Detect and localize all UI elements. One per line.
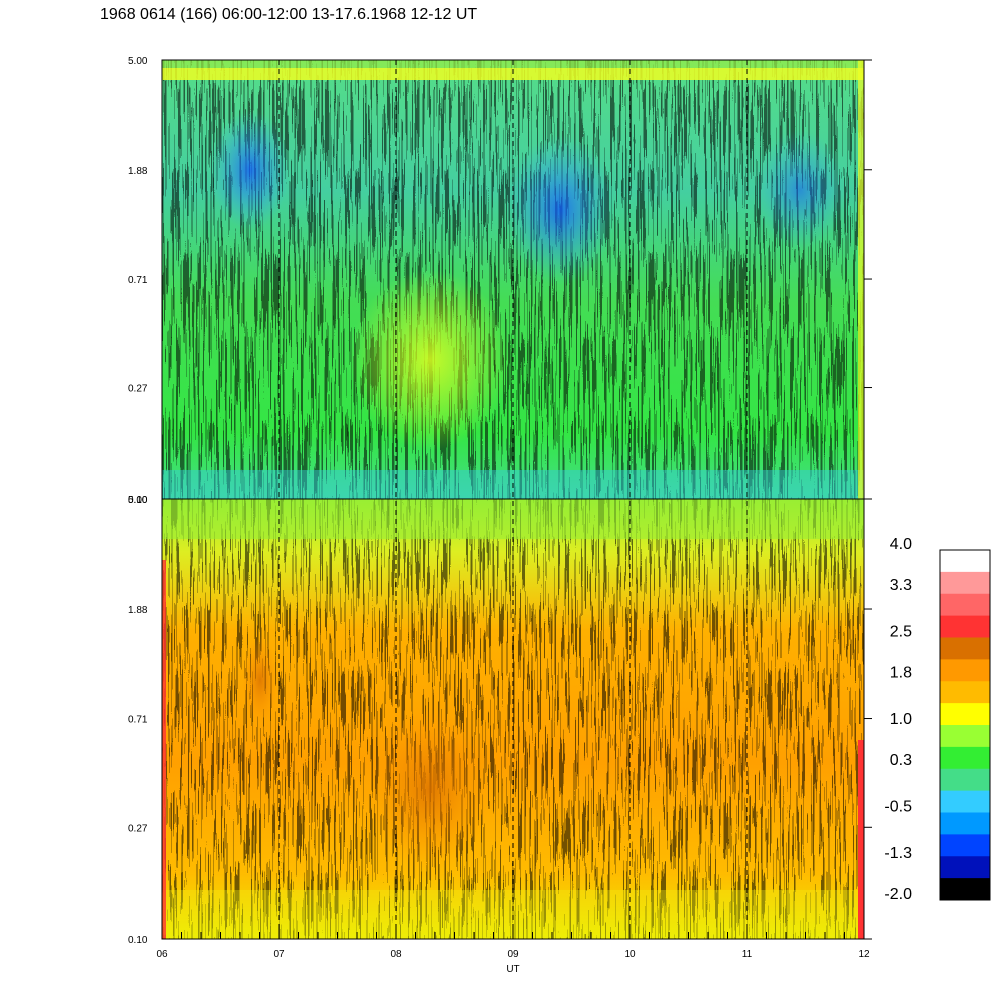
colorbar-label: 1.0 xyxy=(890,711,912,728)
colorbar-label: -1.3 xyxy=(884,845,912,862)
colorbar-swatch xyxy=(940,790,990,813)
colorbar-swatch xyxy=(940,703,990,726)
x-axis-label: UT xyxy=(506,964,519,975)
upper-ytick-label: 0.10 xyxy=(128,495,148,506)
lower-ytick-label: 0.10 xyxy=(128,935,148,946)
xtick-label: 10 xyxy=(624,949,636,960)
colorbar-swatch xyxy=(940,856,990,879)
colorbar-label: -0.5 xyxy=(884,799,912,816)
lower-ytick-label: 0.27 xyxy=(128,823,148,834)
lower-ytick-label: 1.88 xyxy=(128,605,148,616)
xtick-label: 08 xyxy=(390,949,402,960)
lower-ytick-label: 5.00 xyxy=(128,495,148,506)
colorbar-swatch xyxy=(940,637,990,660)
colorbar-label: 2.5 xyxy=(890,624,912,641)
xtick-label: 07 xyxy=(273,949,285,960)
colorbar-swatch xyxy=(940,812,990,835)
colorbar-swatch xyxy=(940,550,990,573)
colorbar-swatch xyxy=(940,571,990,595)
xtick-label: 12 xyxy=(858,949,870,960)
colorbar-label: 3.3 xyxy=(890,577,912,594)
upper-ytick-label: 1.88 xyxy=(128,166,148,177)
lower-y-axis: 5.00 1.88 0.71 0.27 0.10 xyxy=(128,495,872,946)
colorbar-label: 0.3 xyxy=(890,752,912,769)
colorbar: 4.0 3.3 2.5 1.8 1.0 0.3 -0.5 -1.3 -2.0 xyxy=(884,536,991,903)
colorbar-swatch xyxy=(940,593,990,617)
colorbar-label: 4.0 xyxy=(890,536,912,553)
upper-ytick-label: 0.71 xyxy=(128,275,148,286)
chart-title: 1968 0614 (166) 06:00-12:00 13-17.6.1968… xyxy=(100,6,478,23)
upper-ytick-label: 0.27 xyxy=(128,384,148,395)
colorbar-swatch xyxy=(940,659,990,682)
xtick-label: 11 xyxy=(742,949,753,960)
xtick-label: 06 xyxy=(156,949,168,960)
upper-ytick-label: 5.00 xyxy=(128,56,148,67)
colorbar-swatch xyxy=(940,681,990,704)
colorbar-swatch xyxy=(940,746,990,770)
colorbar-swatch xyxy=(940,878,990,901)
colorbar-frame xyxy=(939,549,991,901)
xtick-label: 09 xyxy=(507,949,519,960)
colorbar-label: 1.8 xyxy=(890,664,912,681)
colorbar-swatch xyxy=(940,834,990,857)
x-axis: 06 07 08 09 10 11 12 xyxy=(156,926,870,960)
colorbar-swatch xyxy=(940,725,990,748)
colorbar-swatch xyxy=(940,768,990,792)
colorbar-swatch xyxy=(940,615,990,638)
lower-ytick-label: 0.71 xyxy=(128,715,148,726)
colorbar-label: -2.0 xyxy=(884,886,912,903)
